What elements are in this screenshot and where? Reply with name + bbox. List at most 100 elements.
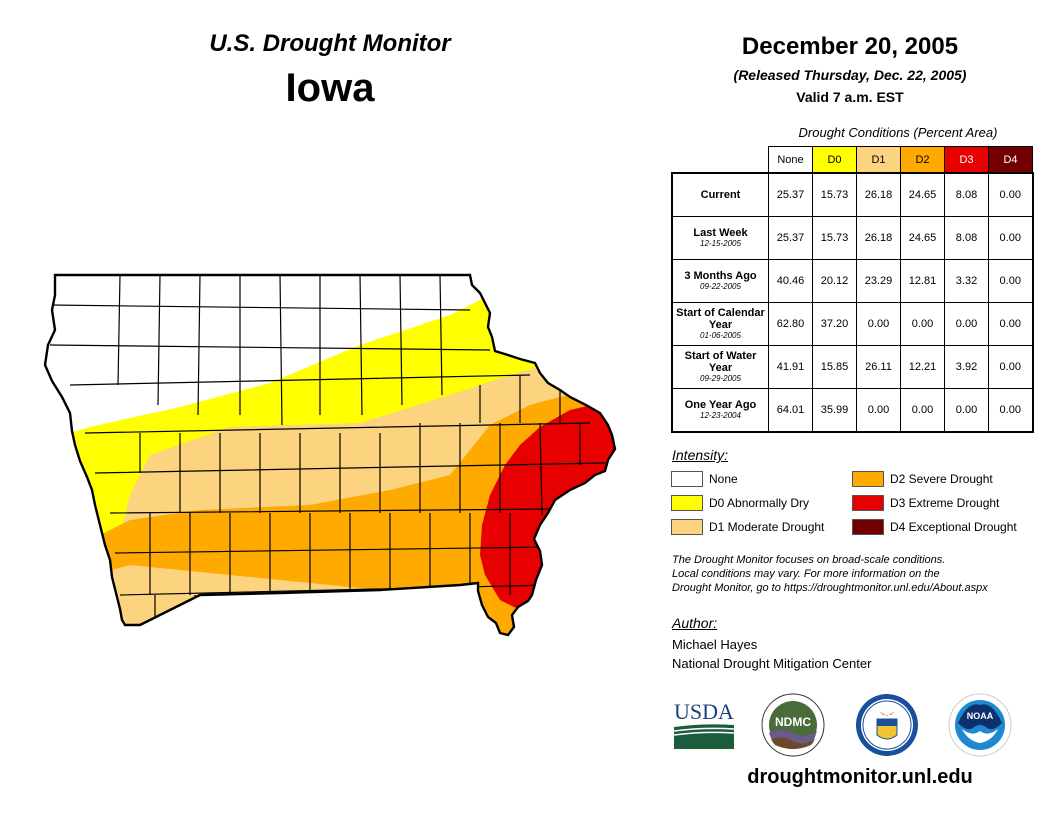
row-label: Last Week 12-15-2005 — [671, 216, 769, 260]
cell-d1: 26.11 — [856, 345, 901, 389]
cell-d2: 0.00 — [900, 302, 945, 346]
legend-title: Intensity: — [672, 447, 729, 463]
row-label: Start of Water Year 09-29-2005 — [671, 345, 769, 389]
row-label: Start of Calendar Year 01-06-2005 — [671, 302, 769, 346]
row-label: One Year Ago 12-23-2004 — [671, 388, 769, 433]
cell-d0: 37.20 — [812, 302, 857, 346]
row-label-text: Current — [700, 189, 741, 201]
valid-time: Valid 7 a.m. EST — [796, 89, 904, 105]
table-row: Last Week 12-15-2005 25.37 15.73 26.18 24.65 8… — [671, 216, 1033, 260]
row-date: 09-22-2005 — [700, 282, 741, 291]
cell-d2: 12.21 — [900, 345, 945, 389]
row-date: 01-06-2005 — [700, 331, 741, 340]
row-label: 3 Months Ago 09-22-2005 — [671, 259, 769, 303]
table-row: 3 Months Ago 09-22-2005 40.46 20.12 23.29 12.… — [671, 259, 1033, 303]
legend-column-2: D2 Severe Drought D3 Extreme Drought D4 … — [852, 469, 1017, 541]
legend-label: D3 Extreme Drought — [890, 496, 1000, 510]
swatch-d2 — [852, 471, 884, 487]
table-header-row: None D0 D1 D2 D3 D4 — [672, 146, 1033, 174]
legend-item-d3: D3 Extreme Drought — [852, 493, 1017, 513]
usda-logo-text: USDA — [674, 699, 734, 724]
row-date: 09-29-2005 — [700, 374, 741, 383]
legend-item-none: None — [671, 469, 824, 489]
table-row: Current 25.37 15.73 26.18 24.65 8.08 0.00 — [671, 172, 1033, 217]
cell-d3: 0.00 — [944, 302, 989, 346]
legend-column-1: None D0 Abnormally Dry D1 Moderate Droug… — [671, 469, 824, 541]
cell-d0: 35.99 — [812, 388, 857, 433]
legend-label: D2 Severe Drought — [890, 472, 993, 486]
cell-d4: 0.00 — [988, 259, 1033, 303]
cell-none: 41.91 — [768, 345, 813, 389]
cell-d0: 15.73 — [812, 216, 857, 260]
row-date: 12-23-2004 — [700, 411, 741, 420]
release-date: (Released Thursday, Dec. 22, 2005) — [733, 67, 967, 83]
table-caption: Drought Conditions (Percent Area) — [798, 125, 998, 140]
ndmc-logo-icon: NDMC — [761, 693, 825, 757]
col-header-d0: D0 — [812, 146, 857, 174]
cell-d3: 3.32 — [944, 259, 989, 303]
disclaimer-text: The Drought Monitor focuses on broad-sca… — [672, 553, 1052, 595]
noaa-logo-text: NOAA — [967, 711, 994, 721]
cell-d1: 26.18 — [856, 172, 901, 217]
author-name: Michael Hayes — [672, 637, 758, 652]
legend-label: None — [709, 472, 738, 486]
row-label-text: Start of Calendar Year — [676, 307, 765, 331]
ndmc-logo-text: NDMC — [775, 715, 811, 729]
cell-d1: 0.00 — [856, 302, 901, 346]
cell-d0: 15.85 — [812, 345, 857, 389]
row-label-text: Start of Water Year — [684, 350, 757, 374]
disclaimer-line-3: Drought Monitor, go to https://droughtmo… — [672, 582, 988, 594]
cell-none: 40.46 — [768, 259, 813, 303]
website-link[interactable]: droughtmonitor.unl.edu — [747, 766, 973, 788]
legend-item-d2: D2 Severe Drought — [852, 469, 1017, 489]
cell-d2: 0.00 — [900, 388, 945, 433]
author-organization: National Drought Mitigation Center — [672, 656, 872, 671]
disclaimer-line-1: The Drought Monitor focuses on broad-sca… — [672, 554, 946, 566]
author-heading: Author: — [672, 615, 718, 631]
cell-none: 25.37 — [768, 172, 813, 217]
map-title: U.S. Drought Monitor — [209, 30, 451, 57]
col-header-d1: D1 — [856, 146, 901, 174]
row-label: Current — [671, 172, 769, 217]
cell-none: 64.01 — [768, 388, 813, 433]
row-date: 12-15-2005 — [700, 239, 741, 248]
cell-d1: 0.00 — [856, 388, 901, 433]
col-header-none: None — [768, 146, 813, 174]
col-header-d4: D4 — [988, 146, 1033, 174]
cell-d2: 24.65 — [900, 216, 945, 260]
table-row: Start of Water Year 09-29-2005 41.91 15.85 2… — [671, 345, 1033, 389]
cell-d0: 15.73 — [812, 172, 857, 217]
legend-label: D1 Moderate Drought — [709, 520, 825, 534]
legend-item-d4: D4 Exceptional Drought — [852, 517, 1017, 537]
iowa-border — [43, 273, 617, 637]
commerce-seal-icon — [856, 694, 918, 756]
usda-logo-icon: USDA — [673, 699, 734, 749]
swatch-none — [671, 471, 703, 487]
table-row: One Year Ago 12-23-2004 64.01 35.99 0.00 0.00… — [671, 388, 1033, 433]
cell-d4: 0.00 — [988, 388, 1033, 433]
disclaimer-line-2: Local conditions may vary. For more info… — [672, 568, 940, 580]
table-corner — [672, 147, 769, 174]
table-row: Start of Calendar Year 01-06-2005 62.80 37.… — [671, 302, 1033, 346]
swatch-d1 — [671, 519, 703, 535]
col-header-d2: D2 — [900, 146, 945, 174]
legend-label: D0 Abnormally Dry — [709, 496, 810, 510]
noaa-logo-icon: NOAA — [948, 693, 1012, 757]
cell-d4: 0.00 — [988, 345, 1033, 389]
cell-d2: 24.65 — [900, 172, 945, 217]
legend-item-d0: D0 Abnormally Dry — [671, 493, 824, 513]
cell-d2: 12.81 — [900, 259, 945, 303]
state-name: Iowa — [285, 66, 375, 110]
col-header-d3: D3 — [944, 146, 989, 174]
cell-d4: 0.00 — [988, 302, 1033, 346]
cell-d4: 0.00 — [988, 216, 1033, 260]
cell-d3: 8.08 — [944, 216, 989, 260]
swatch-d3 — [852, 495, 884, 511]
iowa-drought-map — [43, 273, 617, 637]
swatch-d0 — [671, 495, 703, 511]
cell-d1: 23.29 — [856, 259, 901, 303]
cell-none: 62.80 — [768, 302, 813, 346]
map-date: December 20, 2005 — [741, 33, 959, 60]
row-label-text: Last Week — [693, 227, 748, 239]
row-label-text: 3 Months Ago — [684, 270, 757, 282]
